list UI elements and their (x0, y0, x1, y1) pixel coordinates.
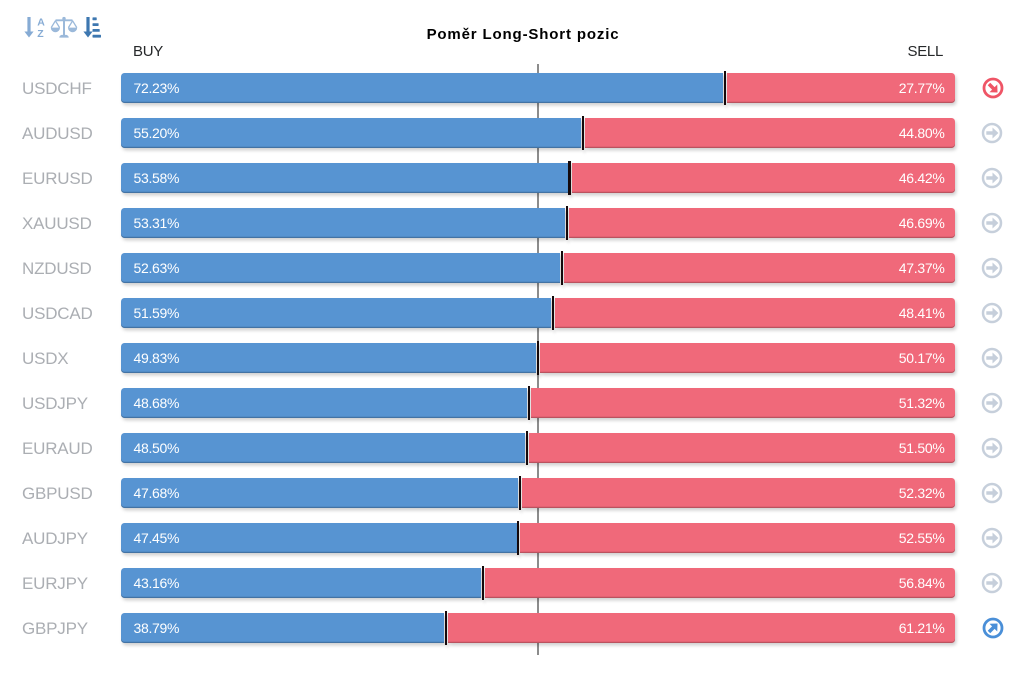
svg-text:Z: Z (37, 28, 44, 39)
svg-text:A: A (37, 17, 45, 29)
